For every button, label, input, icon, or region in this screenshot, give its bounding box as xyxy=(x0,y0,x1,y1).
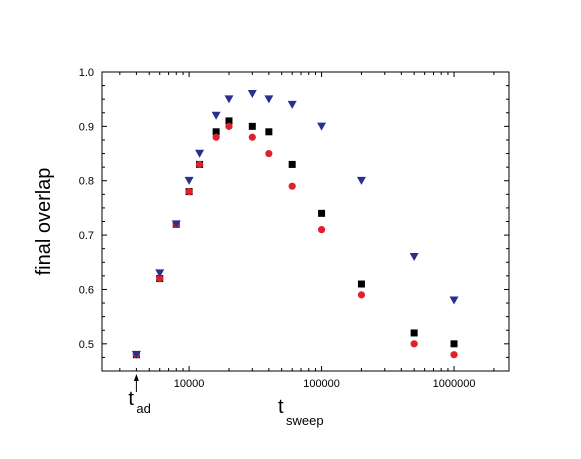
data-point-triangle xyxy=(131,350,141,359)
x-tick-label: 1000000 xyxy=(433,378,476,390)
y-tick-label: 1.0 xyxy=(79,67,94,79)
annotation-label-main: t xyxy=(128,388,134,410)
data-point-triangle xyxy=(449,296,459,305)
data-point-triangle xyxy=(171,220,181,229)
data-point-circle xyxy=(248,133,256,141)
data-point-square xyxy=(225,117,233,125)
data-point-triangle xyxy=(264,95,274,104)
x-axis-label-subscript: sweep xyxy=(286,413,324,428)
data-point-triangle xyxy=(224,95,234,104)
plot-frame xyxy=(101,71,510,372)
data-point-square xyxy=(318,209,326,217)
data-point-circle xyxy=(195,160,204,169)
data-point-square xyxy=(248,122,256,130)
data-point-square xyxy=(357,280,365,288)
x-axis-label-main: t xyxy=(278,396,284,418)
y-tick-label: 0.7 xyxy=(79,230,94,242)
x-tick-label: 100000 xyxy=(303,378,340,390)
data-point-circle xyxy=(410,340,418,348)
data-point-square xyxy=(288,160,296,168)
data-point-triangle xyxy=(409,253,419,262)
data-point-triangle xyxy=(356,176,366,185)
y-tick-label: 0.8 xyxy=(79,176,94,188)
x-tick-label: 10000 xyxy=(174,378,205,390)
data-point-circle xyxy=(225,122,233,130)
data-point-triangle xyxy=(317,122,327,131)
data-point-triangle xyxy=(184,176,194,185)
y-tick-label: 0.5 xyxy=(79,339,94,351)
points-layer xyxy=(131,89,459,359)
y-tick-label: 0.6 xyxy=(79,284,94,296)
annotation-arrow-head xyxy=(133,374,139,381)
data-point-square xyxy=(410,329,418,337)
data-point-circle xyxy=(212,133,220,141)
data-point-square xyxy=(265,128,273,136)
data-point-square xyxy=(212,128,220,136)
data-point-circle xyxy=(265,149,273,158)
data-point-circle xyxy=(357,291,366,299)
data-point-circle xyxy=(156,274,164,283)
y-tick-label: 0.9 xyxy=(79,121,94,133)
data-point-circle xyxy=(317,226,326,234)
data-point-triangle xyxy=(287,100,297,109)
data-point-triangle xyxy=(155,269,165,278)
data-point-triangle xyxy=(211,111,221,120)
data-point-circle xyxy=(288,182,296,190)
data-point-square xyxy=(450,340,458,348)
y-axis-label: final overlap xyxy=(33,168,55,276)
annotation-label-subscript: ad xyxy=(136,401,150,416)
data-point-triangle xyxy=(195,149,205,158)
data-point-circle xyxy=(185,188,193,196)
data-point-triangle xyxy=(247,89,257,98)
data-point-circle xyxy=(450,351,458,359)
labels-layer: final overlap t sweep t ad xyxy=(33,168,324,428)
ticks-layer: 0.5 0.6 0.7 0.8 0.9 1.0 10000 100000 1000000 xyxy=(79,67,509,390)
